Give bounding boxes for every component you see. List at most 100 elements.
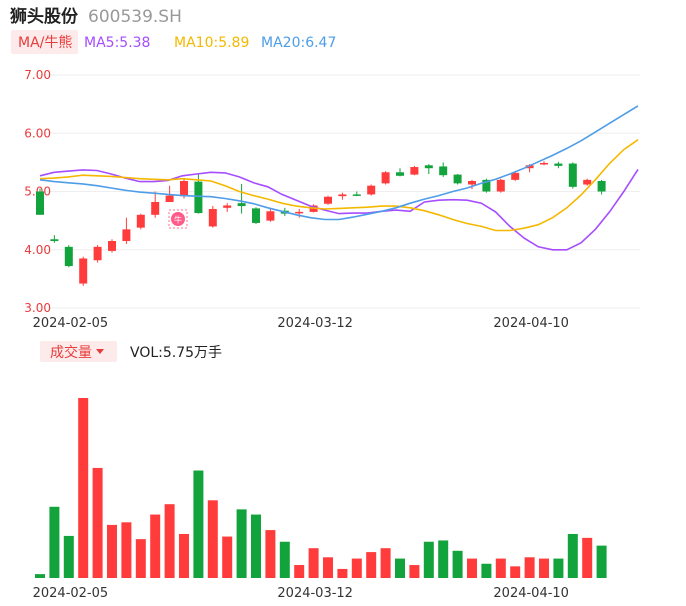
candle-body — [453, 174, 462, 184]
volume-bar — [308, 548, 319, 578]
candle-body — [93, 246, 102, 261]
volume-bar — [510, 566, 521, 578]
volume-bar — [35, 574, 45, 578]
ma5-legend: MA5:5.38 — [84, 35, 150, 51]
price-x-axis: 2024-02-05 2024-03-12 2024-04-10 — [33, 316, 569, 331]
volume-bar — [135, 539, 146, 578]
candle-body — [266, 211, 275, 221]
volume-bar — [423, 541, 434, 578]
volume-bar — [164, 504, 175, 578]
ma5-line — [39, 168, 639, 251]
y-tick-label: 4.00 — [24, 243, 51, 257]
volume-bar — [567, 533, 578, 578]
candle-body — [468, 181, 476, 185]
ma20-line — [39, 105, 639, 221]
volume-bar — [207, 500, 218, 578]
candle-body — [237, 203, 246, 207]
ma10-line — [39, 139, 639, 232]
ma-selector-bg[interactable] — [11, 30, 78, 54]
volume-bar — [294, 565, 305, 578]
volume-bar — [150, 514, 161, 578]
volume-bar — [553, 558, 564, 578]
candle-body — [194, 181, 203, 214]
candle-body — [568, 163, 577, 187]
volume-bar — [539, 558, 549, 578]
volume-bar — [495, 558, 506, 578]
x-tick-label: 2024-04-10 — [493, 586, 569, 601]
x-tick-label: 2024-03-12 — [277, 316, 353, 331]
volume-selector-label[interactable]: 成交量 — [50, 344, 92, 361]
volume-bar — [395, 558, 405, 578]
volume-bar — [78, 398, 89, 578]
volume-bar — [121, 522, 132, 578]
chevron-down-icon[interactable] — [96, 349, 104, 354]
moving-average-lines — [39, 105, 639, 251]
x-tick-label: 2024-02-05 — [33, 316, 109, 331]
candle-body — [122, 229, 131, 242]
candle-body — [439, 166, 448, 176]
candle-body — [36, 191, 44, 215]
volume-bar — [107, 524, 117, 578]
x-tick-label: 2024-02-05 — [33, 586, 109, 601]
volume-bar — [251, 514, 261, 578]
candle-body — [352, 194, 361, 196]
candle-body — [324, 196, 332, 204]
candle-body — [64, 246, 73, 267]
ma10-legend: MA10:5.89 — [174, 35, 249, 51]
y-tick-label: 3.00 — [24, 301, 51, 315]
volume-bar — [63, 535, 74, 578]
volume-bar — [380, 548, 391, 578]
candle-body — [180, 181, 188, 197]
candlestick-series — [36, 161, 606, 286]
volume-bar — [193, 470, 204, 578]
ma-selector-label[interactable]: MA/牛熊 — [18, 35, 72, 51]
candle-body — [136, 214, 145, 228]
volume-bar — [524, 557, 535, 578]
volume-bar — [179, 533, 189, 578]
volume-bar — [49, 506, 60, 578]
candle-body — [151, 201, 160, 215]
candle-body — [496, 179, 505, 192]
candle-body — [338, 194, 347, 197]
volume-bar — [452, 550, 463, 578]
candle-body — [381, 172, 390, 184]
volume-bar — [222, 536, 233, 578]
bull-marker-icon[interactable]: 牛 — [168, 209, 188, 229]
volume-bar — [236, 509, 247, 578]
volume-x-axis: 2024-02-05 2024-03-12 2024-04-10 — [33, 586, 569, 601]
stock-code: 600539.SH — [88, 7, 182, 27]
candle-body — [208, 208, 217, 227]
ma20-legend: MA20:6.47 — [261, 35, 336, 51]
svg-text:牛: 牛 — [174, 215, 182, 225]
candle-body — [252, 208, 260, 223]
candle-body — [554, 163, 563, 166]
candle-body — [424, 165, 433, 169]
candle-body — [50, 239, 59, 242]
x-tick-label: 2024-03-12 — [277, 586, 353, 601]
volume-bar — [279, 541, 290, 578]
candle-body — [511, 172, 520, 180]
candle-body — [583, 179, 592, 185]
candle-body — [525, 165, 534, 169]
x-tick-label: 2024-04-10 — [493, 316, 569, 331]
candle-body — [79, 258, 88, 284]
volume-bar — [438, 540, 449, 578]
volume-bar — [582, 537, 593, 578]
volume-bar — [481, 563, 492, 578]
candle-body — [396, 172, 404, 176]
candle-body — [597, 181, 606, 192]
volume-bar — [596, 545, 607, 578]
volume-bar — [92, 467, 103, 578]
volume-selector-bg[interactable] — [40, 341, 117, 362]
volume-bar — [323, 557, 333, 578]
volume-bar — [351, 558, 362, 578]
y-tick-label: 6.00 — [24, 126, 51, 140]
volume-bar — [409, 565, 420, 578]
candle-body — [482, 179, 491, 192]
candle-body — [108, 241, 116, 251]
candle-body — [410, 167, 419, 175]
candle-body — [367, 185, 376, 195]
volume-value: VOL:5.75万手 — [130, 345, 222, 361]
volume-bar — [467, 558, 477, 578]
